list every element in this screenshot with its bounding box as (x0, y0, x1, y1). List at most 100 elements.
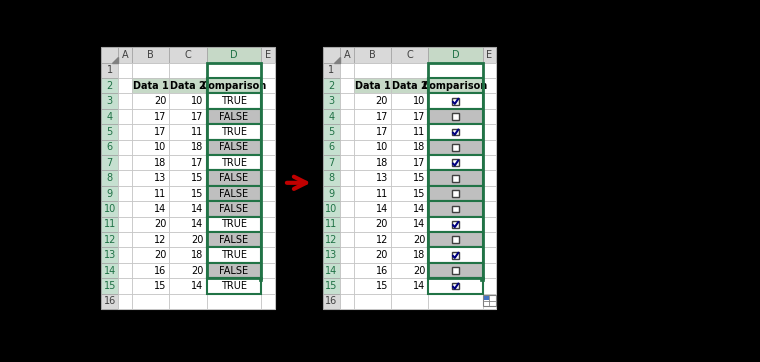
Bar (452, 190, 459, 197)
Bar (323, 294, 340, 309)
Bar (207, 248, 261, 263)
Bar (323, 78, 340, 93)
Text: 1: 1 (106, 66, 112, 75)
Bar (391, 263, 428, 278)
Bar (101, 232, 119, 248)
Text: 5: 5 (106, 127, 112, 137)
Bar (483, 263, 496, 278)
Bar (261, 186, 275, 201)
Bar (101, 78, 119, 93)
Bar (323, 93, 340, 109)
Bar (132, 155, 169, 171)
Bar (391, 232, 428, 248)
Text: E: E (264, 50, 271, 60)
Bar (119, 248, 132, 263)
Bar (428, 78, 483, 93)
Text: D: D (230, 50, 238, 60)
Bar (169, 155, 207, 171)
Bar (428, 93, 483, 109)
Text: 12: 12 (375, 235, 388, 245)
Bar (101, 93, 119, 109)
Text: 7: 7 (328, 158, 334, 168)
Bar (428, 171, 483, 186)
Text: 20: 20 (154, 250, 166, 260)
Text: 20: 20 (413, 235, 425, 245)
Bar (452, 206, 459, 212)
Text: Data 1: Data 1 (355, 81, 391, 91)
Text: Data 2: Data 2 (391, 81, 428, 91)
Text: 10: 10 (413, 96, 425, 106)
Bar (323, 278, 340, 294)
Bar (483, 186, 496, 201)
Bar (119, 109, 132, 124)
Bar (207, 201, 261, 217)
Text: 15: 15 (191, 173, 204, 183)
Bar (354, 217, 391, 232)
Text: 13: 13 (375, 173, 388, 183)
Bar (169, 124, 207, 140)
Text: 10: 10 (375, 142, 388, 152)
Bar (340, 63, 354, 78)
Text: B: B (147, 50, 154, 60)
Text: FALSE: FALSE (219, 204, 249, 214)
Text: TRUE: TRUE (220, 281, 247, 291)
Bar (323, 263, 340, 278)
Text: 2: 2 (328, 81, 334, 91)
Bar (340, 109, 354, 124)
Text: C: C (407, 50, 413, 60)
Text: 17: 17 (375, 127, 388, 137)
Bar (428, 248, 483, 263)
Bar (258, 277, 262, 281)
Bar (132, 232, 169, 248)
Text: 14: 14 (192, 204, 204, 214)
Bar (483, 232, 496, 248)
Bar (428, 109, 483, 124)
Text: 18: 18 (375, 158, 388, 168)
Text: 13: 13 (103, 250, 116, 260)
Bar (428, 63, 483, 78)
Text: 15: 15 (413, 173, 425, 183)
Polygon shape (112, 56, 119, 63)
Bar (391, 124, 428, 140)
Bar (207, 63, 261, 278)
Text: 17: 17 (375, 111, 388, 122)
Text: 13: 13 (325, 250, 337, 260)
Bar (323, 155, 340, 171)
Bar (391, 217, 428, 232)
Bar (340, 124, 354, 140)
Bar (323, 47, 340, 63)
Text: 18: 18 (192, 142, 204, 152)
Text: 11: 11 (154, 189, 166, 199)
Bar (119, 155, 132, 171)
Bar (483, 295, 496, 306)
Bar (340, 217, 354, 232)
Bar (323, 248, 340, 263)
Bar (207, 294, 261, 309)
Bar (169, 63, 207, 78)
Text: 12: 12 (154, 235, 166, 245)
Bar (452, 252, 459, 259)
Bar (340, 78, 354, 93)
Bar (132, 124, 169, 140)
Text: 15: 15 (413, 189, 425, 199)
Bar (132, 63, 169, 78)
Bar (323, 201, 340, 217)
Bar (391, 93, 428, 109)
Bar (132, 140, 169, 155)
Bar (480, 277, 484, 281)
Bar (483, 63, 496, 78)
Text: 11: 11 (192, 127, 204, 137)
Bar (483, 171, 496, 186)
Bar (169, 186, 207, 201)
Text: 16: 16 (375, 266, 388, 275)
Text: 13: 13 (154, 173, 166, 183)
Bar (428, 232, 483, 248)
Text: 5: 5 (328, 127, 334, 137)
Bar (119, 294, 132, 309)
Bar (452, 282, 459, 290)
Bar (483, 155, 496, 171)
Text: 17: 17 (154, 127, 166, 137)
Bar (354, 47, 391, 63)
Bar (101, 63, 119, 78)
Bar (323, 186, 340, 201)
